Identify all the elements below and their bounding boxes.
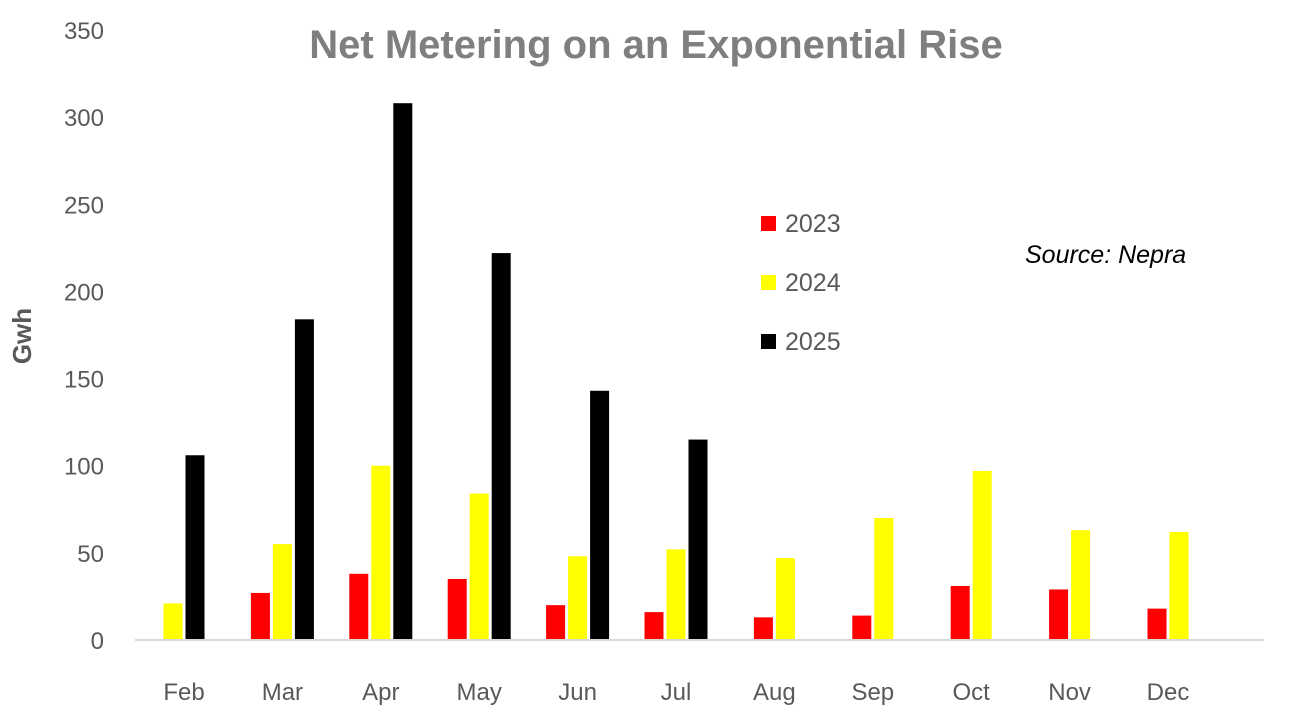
y-tick-label: 250	[64, 192, 104, 219]
legend-label-2025: 2025	[785, 328, 841, 356]
bar-2024-feb	[163, 603, 183, 640]
y-tick-label: 50	[77, 541, 104, 568]
legend-swatch-2023	[761, 216, 776, 231]
bar-2023-oct	[950, 585, 970, 640]
bar-2024-nov	[1071, 530, 1091, 640]
bar-2023-may	[447, 579, 467, 640]
bar-2024-may	[469, 493, 489, 640]
bar-2025-may	[491, 253, 511, 641]
bar-2024-apr	[371, 465, 391, 640]
bar-2024-aug	[775, 558, 795, 640]
bar-2023-mar	[250, 592, 270, 640]
x-tick-label: Nov	[1048, 679, 1091, 706]
bar-2025-apr	[393, 103, 413, 640]
bar-2024-oct	[972, 470, 992, 640]
bar-2025-jul	[688, 439, 708, 640]
source-annotation: Source: Nepra	[1025, 241, 1186, 269]
x-tick-label: Jun	[558, 679, 597, 706]
legend-label-2023: 2023	[785, 210, 841, 238]
bar-2023-dec	[1147, 608, 1167, 640]
y-tick-label: 350	[64, 18, 104, 45]
x-tick-label: Feb	[163, 679, 204, 706]
y-tick-label: 300	[64, 105, 104, 132]
bars-group	[163, 103, 1189, 641]
x-tick-label: Oct	[953, 679, 991, 706]
bar-2023-jul	[644, 612, 664, 640]
bar-2023-apr	[349, 573, 369, 640]
y-tick-label: 200	[64, 279, 104, 306]
x-tick-label: Sep	[851, 679, 894, 706]
legend-swatch-2025	[761, 334, 776, 349]
bar-2024-mar	[272, 544, 292, 640]
bar-2024-jun	[568, 556, 588, 640]
bar-2025-feb	[185, 455, 205, 640]
bar-2023-sep	[852, 615, 872, 640]
bar-2023-nov	[1049, 589, 1069, 640]
x-tick-label: Aug	[753, 679, 796, 706]
bar-2024-jul	[666, 549, 686, 640]
bar-2023-jun	[546, 605, 566, 640]
legend-swatch-2024	[761, 275, 776, 290]
y-tick-label: 100	[64, 454, 104, 481]
x-tick-label: Mar	[262, 679, 303, 706]
bar-2024-dec	[1169, 531, 1189, 640]
bar-2024-sep	[874, 518, 894, 640]
x-tick-label: Jul	[661, 679, 692, 706]
bar-2025-mar	[294, 319, 314, 640]
x-axis-ticks: Feb Mar Apr May Jun Jul Aug Sep Oct Nov Dec	[163, 679, 1189, 706]
y-tick-label: 150	[64, 367, 104, 394]
x-tick-label: Apr	[362, 679, 399, 706]
bar-2025-jun	[590, 390, 610, 640]
legend: 2023 2024 2025	[761, 210, 841, 356]
x-tick-label: Dec	[1147, 679, 1190, 706]
chart-title: Net Metering on an Exponential Rise	[309, 23, 1002, 67]
y-axis-title: Gwh	[7, 308, 37, 364]
y-axis-ticks: 0 50 100 150 200 250 300 350	[64, 18, 104, 655]
x-tick-label: May	[457, 679, 502, 706]
bar-2023-aug	[753, 617, 773, 640]
legend-label-2024: 2024	[785, 269, 841, 297]
y-tick-label: 0	[91, 628, 104, 655]
